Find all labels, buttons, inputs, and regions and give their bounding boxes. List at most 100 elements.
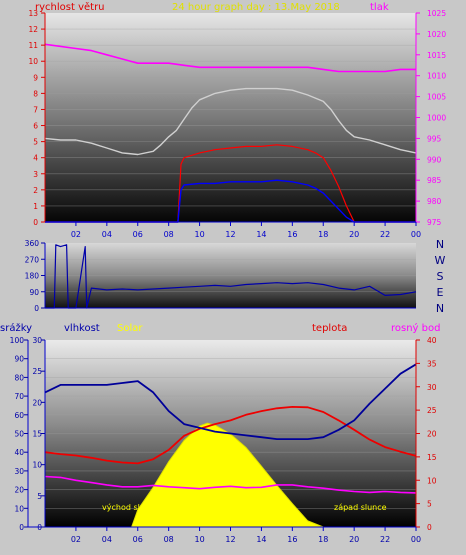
x-tick-label: 10 xyxy=(194,230,204,239)
y-tick-label: 360 xyxy=(25,239,40,248)
y-tick-label: 15 xyxy=(427,453,437,462)
y-tick-label: 1005 xyxy=(427,93,446,102)
dew-point-line xyxy=(44,475,417,494)
srazky-label: srážky xyxy=(0,322,32,334)
x-tick-label: 16 xyxy=(287,535,297,544)
y-tick-label: 0 xyxy=(37,523,42,532)
x-tick-label: 20 xyxy=(349,230,359,239)
y-tick-label: 1 xyxy=(33,202,38,211)
y-tick-label: 10 xyxy=(28,57,38,66)
y-tick-label: 1020 xyxy=(427,30,446,39)
vlhkost-label: vlhkost xyxy=(64,323,100,334)
panel2-grid xyxy=(45,258,416,293)
y-tick-label: 35 xyxy=(427,359,437,368)
panel1-x-ticks: 02 04 06 08 10 12 14 16 18 20 22 00 xyxy=(71,222,421,239)
y-tick-label: 990 xyxy=(427,155,442,164)
teplota-ticks: 0 5 10 15 20 25 30 35 40 xyxy=(416,336,437,532)
y-tick-label: 270 xyxy=(25,255,40,264)
x-tick-label: 02 xyxy=(71,230,81,239)
x-tick-label: 22 xyxy=(380,230,390,239)
y-tick-label: 4 xyxy=(33,154,38,163)
y-tick-label: 30 xyxy=(14,467,24,476)
panel2-left-ticks: 0 90 180 270 360 xyxy=(25,239,45,313)
compass-label: E xyxy=(437,286,444,299)
x-tick-label: 00 xyxy=(411,535,421,544)
pressure-label: tlak xyxy=(370,2,389,13)
y-tick-label: 100 xyxy=(10,336,25,345)
compass-label: W xyxy=(435,254,446,267)
pressure-line xyxy=(44,43,416,73)
panel1-background xyxy=(45,13,416,222)
y-tick-label: 13 xyxy=(28,9,38,18)
y-tick-label: 985 xyxy=(427,176,442,185)
y-tick-label: 90 xyxy=(14,355,24,364)
x-tick-label: 22 xyxy=(380,535,390,544)
x-tick-label: 10 xyxy=(194,535,204,544)
compass-label: S xyxy=(437,270,444,283)
y-tick-label: 975 xyxy=(427,218,442,227)
x-tick-label: 12 xyxy=(225,230,235,239)
y-tick-label: 90 xyxy=(29,288,39,297)
y-tick-label: 6 xyxy=(33,122,38,131)
y-tick-label: 30 xyxy=(32,336,42,345)
y-tick-label: 5 xyxy=(427,500,432,509)
y-tick-label: 10 xyxy=(14,504,24,513)
compass-label: N xyxy=(436,238,444,251)
y-tick-label: 20 xyxy=(32,398,42,407)
y-tick-label: 995 xyxy=(427,134,442,143)
y-tick-label: 25 xyxy=(427,406,437,415)
x-tick-label: 04 xyxy=(102,535,112,544)
panel3-series xyxy=(44,363,417,528)
x-tick-label: 18 xyxy=(318,535,328,544)
x-tick-label: 08 xyxy=(164,535,174,544)
x-tick-label: 02 xyxy=(71,535,81,544)
y-tick-label: 60 xyxy=(14,411,24,420)
x-tick-label: 06 xyxy=(133,535,143,544)
y-tick-label: 1015 xyxy=(427,51,446,60)
y-tick-label: 20 xyxy=(14,486,24,495)
grey-series-line xyxy=(44,87,417,156)
y-tick-label: 0 xyxy=(33,218,38,227)
temperature-line xyxy=(44,406,417,465)
y-tick-label: 8 xyxy=(33,89,38,98)
rosny-bod-label: rosný bod xyxy=(391,322,440,334)
y-tick-label: 1010 xyxy=(427,72,446,81)
srazky-ticks: 0 10 20 30 40 50 60 70 80 90 100 xyxy=(10,336,28,532)
x-tick-label: 12 xyxy=(225,535,235,544)
x-tick-label: 08 xyxy=(164,230,174,239)
blue-series-line xyxy=(45,179,416,223)
y-tick-label: 5 xyxy=(37,492,42,501)
y-tick-label: 1000 xyxy=(427,114,446,123)
temperature-humidity-panel: 0 10 20 30 40 50 60 70 80 90 100 0 5 10 15 20 25 30 0 5 10… xyxy=(0,322,440,544)
panel1-right-ticks: 975 980 985 990 995 1000 1005 1010 1015 1020 1025 xyxy=(416,9,446,227)
compass-label: N xyxy=(436,302,444,315)
y-tick-label: 0 xyxy=(19,523,24,532)
y-tick-label: 980 xyxy=(427,197,442,206)
wind-speed-label: rychlost větru xyxy=(35,1,105,13)
chart-title: 24 hour graph day : 13.May 2018 xyxy=(172,2,340,13)
panel1-grid xyxy=(45,28,416,207)
y-tick-label: 10 xyxy=(427,476,437,485)
y-tick-label: 11 xyxy=(28,41,38,50)
panel3-x-ticks: 02 04 06 08 10 12 14 16 18 20 22 00 xyxy=(71,527,421,544)
y-tick-label: 2 xyxy=(33,186,38,195)
red-series-line xyxy=(45,144,416,223)
y-tick-label: 80 xyxy=(14,373,24,382)
x-tick-label: 18 xyxy=(318,230,328,239)
y-tick-label: 25 xyxy=(32,367,42,376)
y-tick-label: 70 xyxy=(14,392,24,401)
y-tick-label: 5 xyxy=(33,138,38,147)
x-tick-label: 14 xyxy=(256,535,266,544)
x-tick-label: 06 xyxy=(133,230,143,239)
y-tick-label: 40 xyxy=(427,336,437,345)
vlhkost-ticks: 0 5 10 15 20 25 30 xyxy=(32,336,45,532)
y-tick-label: 40 xyxy=(14,448,24,457)
y-tick-label: 30 xyxy=(427,383,437,392)
y-tick-label: 180 xyxy=(25,272,40,281)
y-tick-label: 12 xyxy=(28,25,38,34)
y-tick-label: 20 xyxy=(427,430,437,439)
